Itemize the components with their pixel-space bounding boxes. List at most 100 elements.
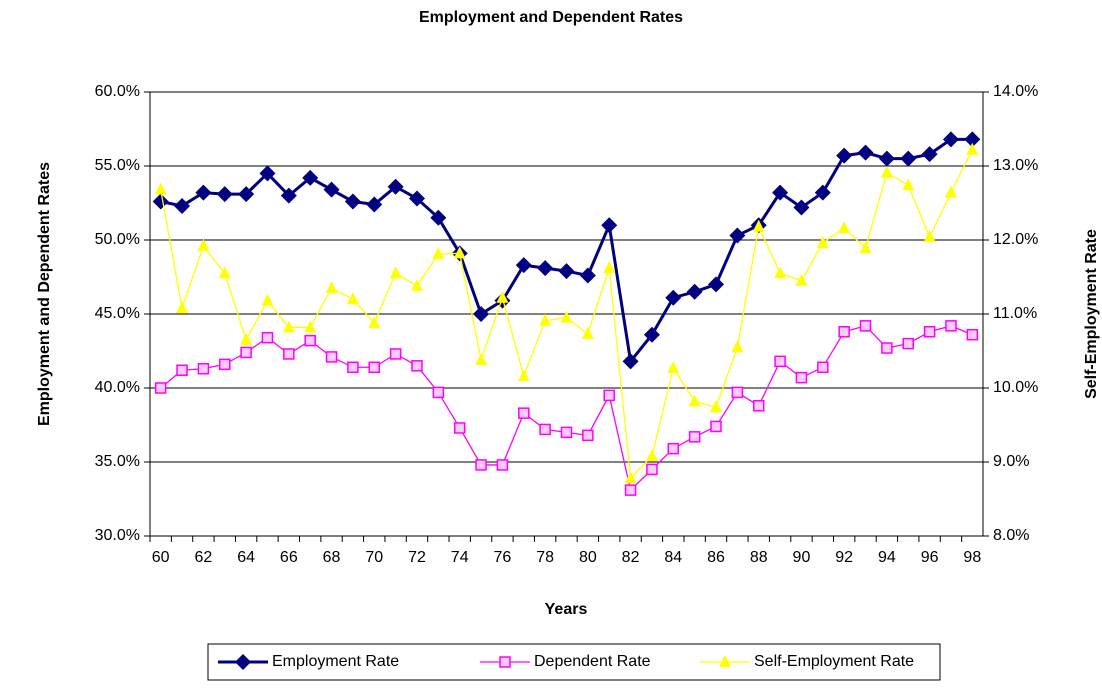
data-point (368, 361, 381, 374)
data-point (430, 209, 447, 226)
data-point (240, 346, 252, 359)
data-point (408, 190, 425, 207)
data-point (453, 246, 466, 259)
data-point (817, 361, 829, 374)
x-tick-label: 60 (152, 549, 170, 566)
data-point (900, 150, 917, 167)
y2-tick-label: 9.0% (993, 453, 1029, 470)
data-point (667, 361, 680, 374)
data-point (710, 420, 722, 433)
data-point (645, 449, 658, 462)
data-point (366, 196, 383, 213)
data-point (624, 484, 637, 496)
data-point (945, 320, 957, 332)
data-point (389, 266, 402, 279)
data-point (259, 165, 276, 182)
legend-label: Self-Employment Rate (754, 653, 914, 670)
data-point (881, 342, 893, 354)
y2-tick-label: 13.0% (993, 157, 1038, 174)
data-point (176, 364, 188, 376)
x-tick-label: 68 (323, 549, 341, 566)
data-point (923, 230, 936, 243)
data-point (261, 293, 274, 306)
data-point (302, 169, 319, 186)
legend-label: Dependent Rate (534, 653, 651, 670)
data-point (304, 320, 317, 333)
y2-tick-label: 12.0% (993, 231, 1038, 248)
y2-tick-label: 8.0% (993, 527, 1029, 544)
data-point (174, 197, 191, 214)
data-point (688, 394, 701, 407)
data-point (646, 463, 658, 476)
data-point (280, 187, 297, 204)
x-tick-label: 70 (365, 549, 383, 566)
legend-item: Self-Employment Rate (700, 653, 914, 670)
series-line (160, 325, 973, 492)
data-point (966, 328, 979, 341)
x-axis-label: Years (545, 601, 588, 618)
x-tick-label: 74 (451, 549, 469, 566)
data-point (325, 281, 338, 294)
data-point (667, 442, 680, 455)
x-tick-label: 88 (750, 549, 768, 566)
data-point (710, 400, 723, 413)
data-point (219, 358, 231, 371)
y-tick-label: 40.0% (95, 379, 140, 396)
data-point (197, 238, 210, 251)
data-point (836, 147, 853, 164)
data-point (923, 326, 936, 338)
data-point (473, 306, 490, 322)
data-point (389, 348, 402, 360)
data-point (581, 326, 594, 339)
data-point (816, 235, 829, 248)
data-point (838, 326, 850, 338)
data-point (772, 184, 789, 201)
data-point (432, 386, 445, 399)
data-point (539, 313, 552, 326)
data-point (774, 355, 786, 368)
data-point (517, 369, 530, 382)
x-tick-label: 78 (536, 549, 554, 566)
legend-marker (499, 656, 511, 668)
data-point (601, 217, 618, 234)
legend-marker (235, 654, 251, 670)
data-point (152, 193, 169, 210)
data-point (197, 363, 210, 375)
x-tick-label: 98 (963, 549, 981, 566)
data-point (880, 165, 893, 178)
data-point (323, 181, 340, 198)
data-point (964, 131, 981, 148)
data-point (582, 429, 594, 442)
data-point (752, 400, 765, 412)
data-point (411, 360, 423, 372)
data-point (624, 471, 637, 484)
data-point (603, 261, 616, 274)
data-point (515, 257, 532, 274)
chart-title: Employment and Dependent Rates (419, 9, 683, 26)
data-point (154, 382, 167, 394)
x-tick-label: 62 (194, 549, 212, 566)
y-tick-label: 45.0% (95, 305, 140, 322)
y-tick-label: 30.0% (95, 527, 140, 544)
x-tick-label: 66 (280, 549, 298, 566)
data-point (283, 348, 295, 360)
x-tick-label: 94 (878, 549, 896, 566)
data-point (774, 266, 787, 279)
data-point (453, 422, 466, 434)
data-point (942, 131, 959, 148)
data-point (878, 150, 895, 167)
data-point (902, 178, 915, 191)
data-point (752, 219, 765, 232)
data-point (218, 266, 231, 279)
data-point (731, 340, 744, 353)
data-point (325, 351, 338, 363)
data-point (603, 389, 615, 402)
data-point (921, 146, 938, 163)
x-tick-label: 84 (664, 549, 682, 566)
x-tick-label: 76 (494, 549, 512, 566)
data-point (154, 182, 167, 195)
y-tick-label: 35.0% (95, 453, 140, 470)
data-point (410, 278, 423, 291)
x-tick-label: 92 (835, 549, 853, 566)
